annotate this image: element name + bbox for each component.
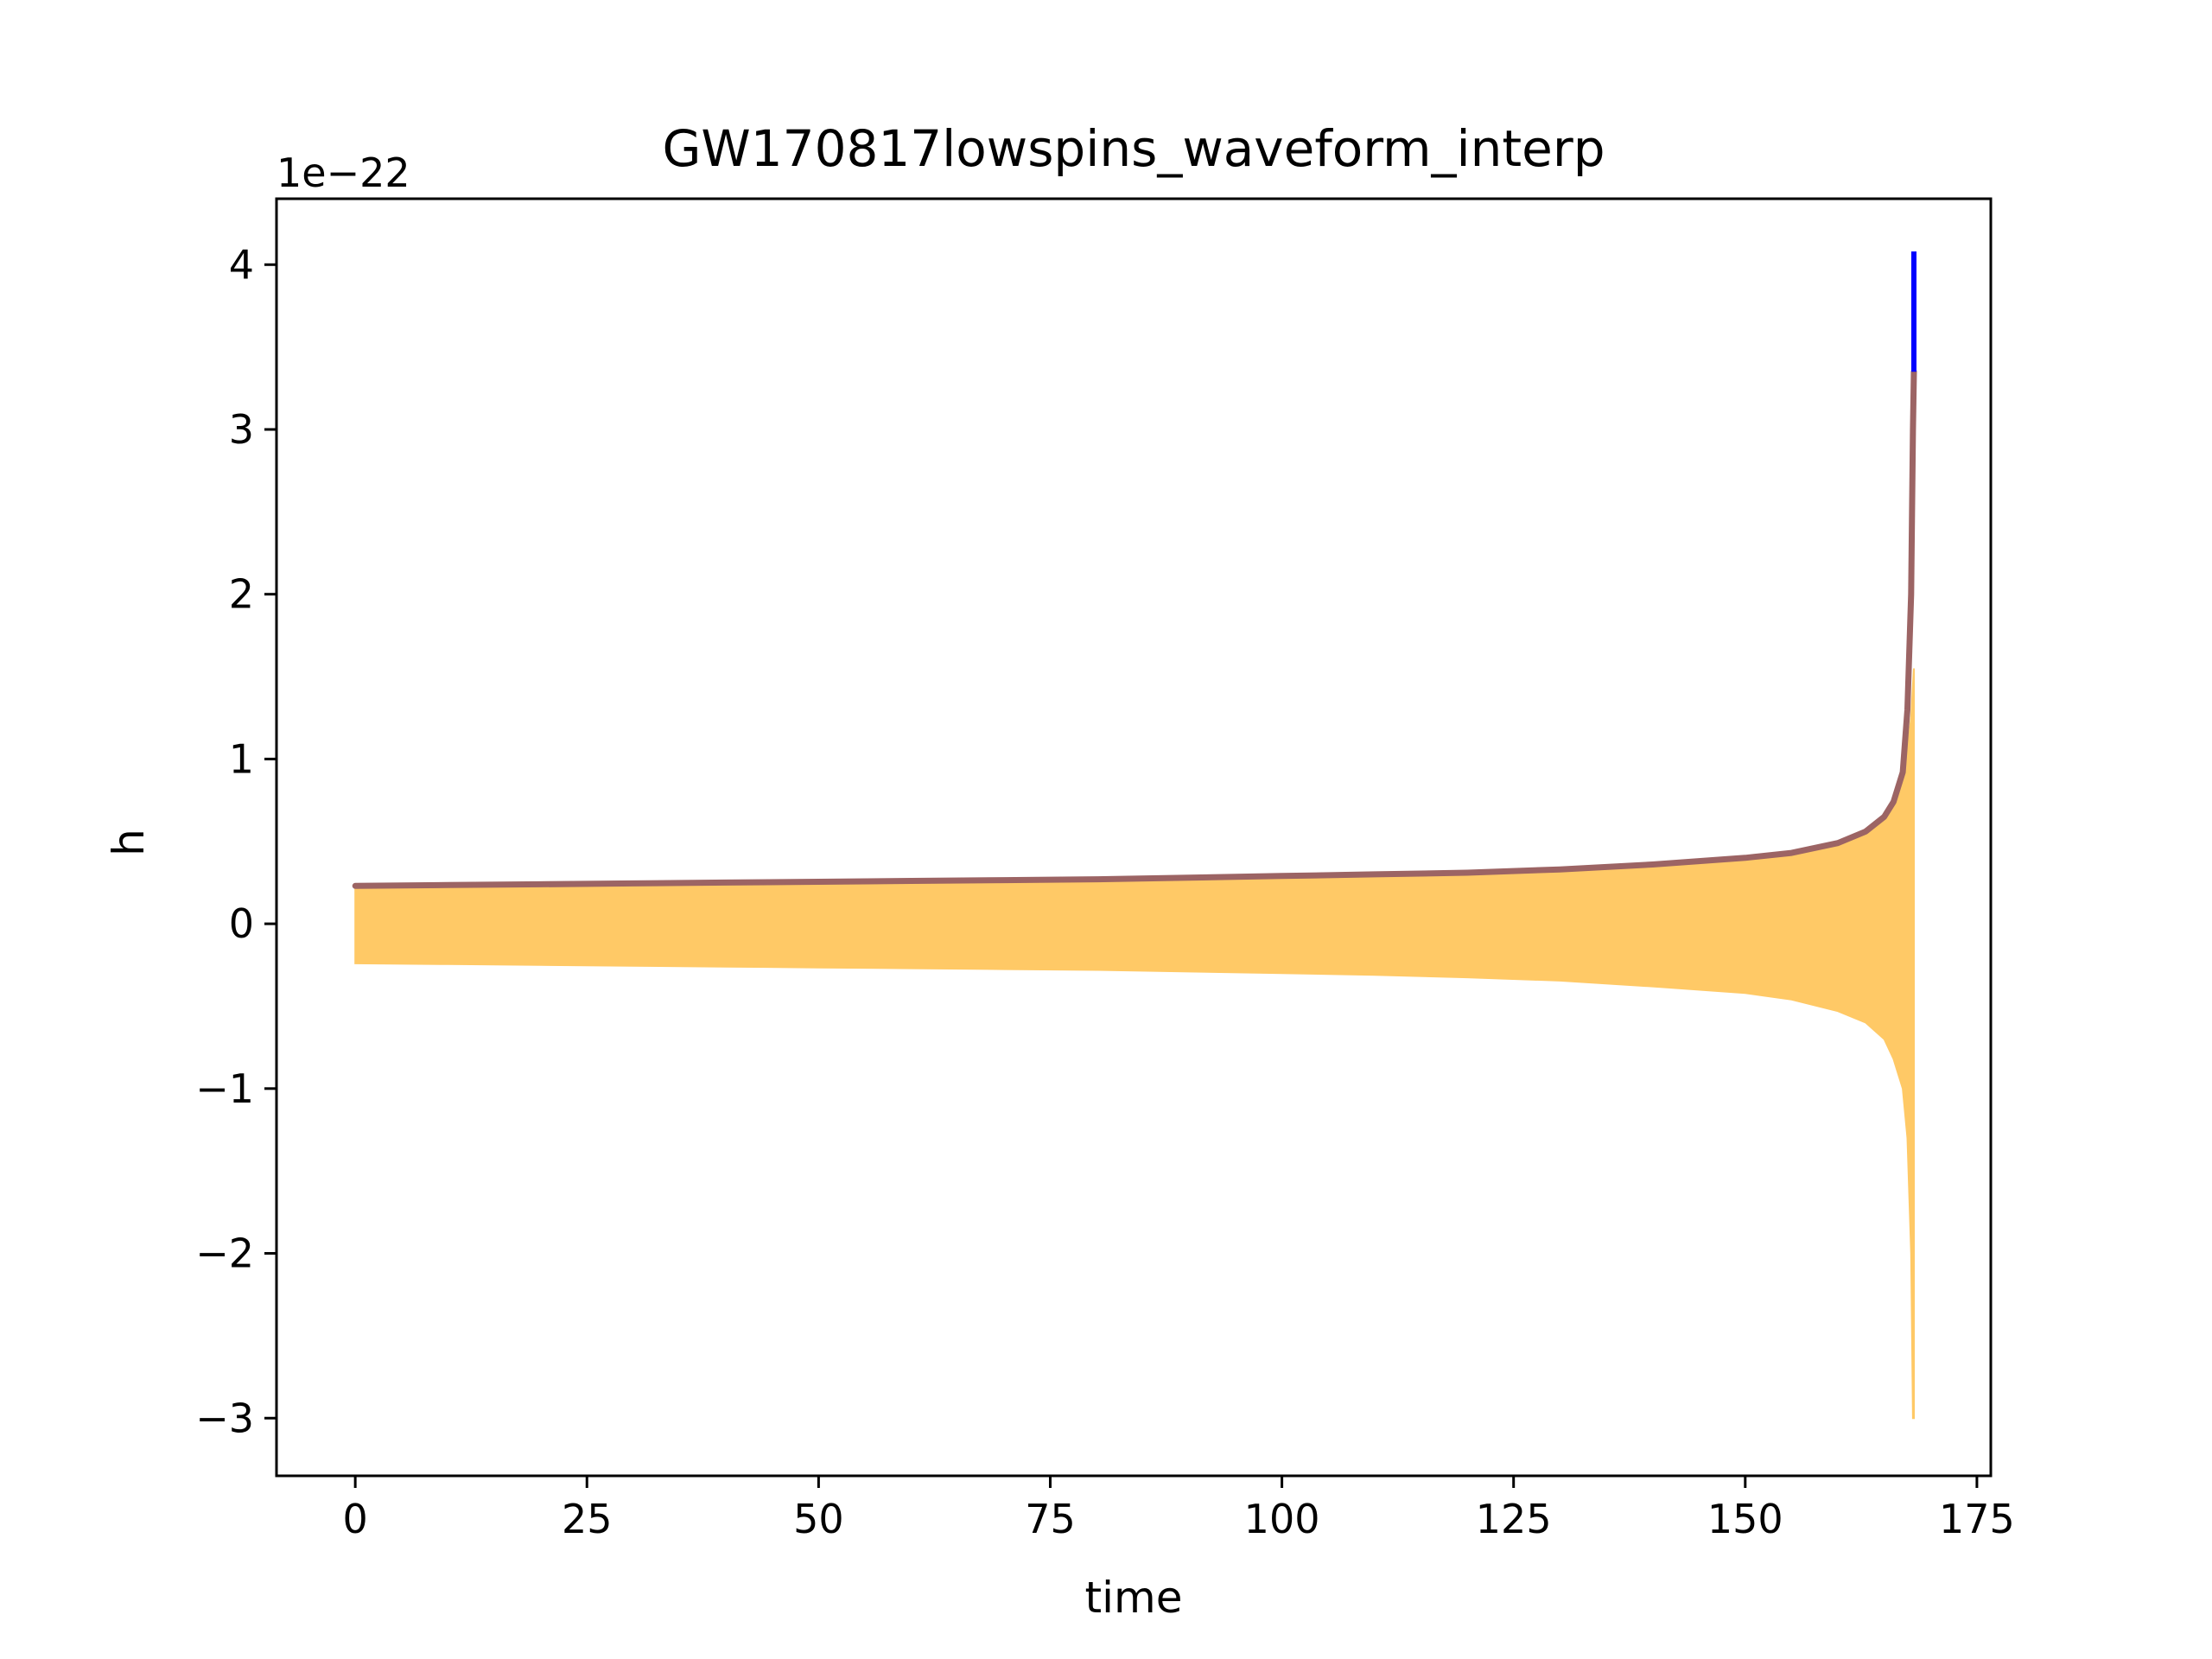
y-tick-label: −2 (195, 1230, 254, 1277)
y-tick-label: −3 (195, 1395, 254, 1441)
chart-title: GW170817lowspins_waveform_interp (662, 119, 1605, 178)
envelope-line-series (352, 368, 1917, 889)
x-tick-label: 125 (1476, 1496, 1552, 1542)
x-tick-label: 0 (343, 1496, 368, 1542)
x-tick-label: 175 (1939, 1496, 2015, 1542)
x-tick-label: 25 (562, 1496, 613, 1542)
x-tick-label: 100 (1244, 1496, 1320, 1542)
y-axis-ticks: −3 −2 −1 0 1 2 3 4 (195, 241, 276, 1441)
y-tick-label: −1 (195, 1065, 254, 1112)
y-tick-label: 0 (229, 900, 254, 947)
y-offset-label: 1e−22 (276, 149, 410, 196)
x-axis-label: time (1085, 1573, 1183, 1623)
x-tick-label: 150 (1707, 1496, 1783, 1542)
y-axis-label: h (104, 829, 154, 856)
x-tick-label: 75 (1025, 1496, 1076, 1542)
plot-marks (352, 251, 1917, 1420)
x-axis-ticks: 0 25 50 75 100 125 150 175 (343, 1476, 2015, 1542)
y-tick-label: 4 (229, 241, 254, 288)
axes-frame (275, 197, 1993, 1478)
waveform-fill-series (354, 668, 1915, 1420)
y-tick-label: 2 (229, 571, 254, 618)
x-tick-label: 50 (793, 1496, 844, 1542)
y-tick-label: 3 (229, 406, 254, 453)
y-tick-label: 1 (229, 735, 254, 782)
